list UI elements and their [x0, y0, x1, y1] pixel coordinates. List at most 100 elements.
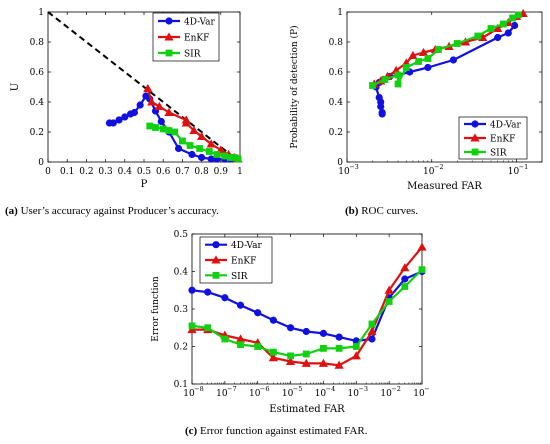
data-point-enkf: [143, 83, 153, 92]
legend-label: 4D-Var: [490, 121, 522, 131]
data-point-4d-var: [121, 113, 129, 121]
x-tick-label: 0: [45, 167, 51, 177]
legend-label: 4D-Var: [231, 241, 263, 251]
x-axis-label: Estimated FAR: [269, 404, 345, 415]
x-tick-label: 10: [423, 167, 435, 177]
data-point-sir: [221, 152, 229, 160]
x-tick-label: 10: [348, 389, 360, 399]
data-point-enkf: [189, 125, 199, 134]
data-point-sir: [165, 127, 173, 134]
x-tick-label: 0.2: [79, 167, 93, 177]
data-point-4d-var: [378, 108, 386, 117]
data-point-4d-var: [188, 286, 196, 294]
y-tick-label: 0: [337, 158, 343, 168]
data-point-4d-var: [115, 116, 123, 124]
data-point-sir: [474, 32, 482, 40]
caption-b-tag: (b): [345, 205, 359, 217]
x-tick-exponent: −1: [519, 163, 529, 171]
data-point-4d-var: [109, 119, 117, 127]
data-point-sir: [401, 283, 409, 290]
caption-b-text: ROC curves.: [361, 205, 419, 217]
caption-c-text: Error function against estimated FAR.: [199, 425, 368, 437]
data-point-4d-var: [375, 93, 383, 102]
data-point-enkf: [164, 107, 174, 116]
data-point-enkf: [351, 351, 361, 360]
x-tick-label: 10: [282, 389, 294, 399]
data-point-4d-var: [449, 56, 457, 64]
data-point-sir: [302, 350, 310, 358]
y-axis-label: Probability of detection (P): [289, 25, 300, 148]
data-point-sir: [230, 154, 238, 161]
data-point-4d-var: [504, 29, 512, 37]
x-tick-label: 10: [315, 389, 327, 399]
data-point-sir: [394, 80, 402, 88]
data-point-4d-var: [494, 33, 502, 42]
data-point-4d-var: [254, 309, 262, 317]
y-tick-label: 0.3: [174, 305, 189, 315]
data-point-enkf: [268, 353, 278, 362]
x-tick-label: 10: [413, 389, 425, 399]
x-tick-label: 0.3: [98, 167, 113, 177]
legend-marker: [212, 271, 220, 279]
data-point-sir: [146, 122, 154, 130]
x-tick-label: 10: [183, 389, 195, 399]
data-point-sir: [514, 11, 522, 19]
data-point-sir: [369, 82, 376, 89]
data-point-sir: [287, 352, 294, 360]
data-point-4d-var: [188, 150, 196, 159]
data-point-sir: [394, 71, 402, 79]
data-point-sir: [179, 137, 186, 145]
data-point-sir: [335, 344, 343, 352]
y-tick-label: 0.2: [329, 128, 343, 138]
x-tick-label: 0.4: [118, 167, 133, 177]
legend-marker: [470, 133, 480, 142]
x-tick-exponent: −1: [424, 385, 430, 393]
legend-marker: [165, 49, 173, 57]
data-point-sir: [152, 124, 159, 131]
x-axis-label: Measured FAR: [407, 181, 482, 192]
y-tick-label: 0.8: [30, 38, 45, 48]
data-point-sir: [418, 266, 426, 274]
series-sir: [188, 266, 426, 360]
data-point-enkf: [418, 47, 429, 56]
data-point-enkf: [181, 118, 191, 127]
legend-label: EnKF: [231, 257, 256, 267]
x-tick-label: 10: [216, 389, 228, 399]
data-point-sir: [269, 348, 277, 356]
y-tick-label: 0.6: [329, 68, 344, 78]
x-tick-exponent: −2: [391, 385, 401, 393]
data-point-4d-var: [401, 275, 409, 283]
chart-c: 10−810−710−610−510−410−310−210−10.10.20.…: [151, 230, 430, 415]
y-tick-label: 0.1: [174, 380, 188, 390]
legend-label: SIR: [490, 149, 507, 159]
x-tick-label: 10: [508, 167, 520, 177]
legend-label: SIR: [231, 272, 248, 282]
data-point-4d-var: [511, 21, 519, 30]
data-point-4d-var: [269, 316, 277, 324]
data-point-enkf: [301, 358, 311, 367]
legend-marker: [164, 32, 174, 41]
data-point-enkf: [367, 326, 377, 335]
y-axis-label: U: [10, 83, 21, 91]
caption-c: (c) Error function against estimated FAR…: [185, 425, 367, 437]
data-point-sir: [221, 335, 229, 343]
data-point-4d-var: [286, 324, 295, 332]
data-point-sir: [204, 324, 212, 332]
plot-frame: [346, 11, 543, 163]
data-point-enkf: [154, 101, 164, 110]
data-point-sir: [453, 40, 461, 47]
data-point-4d-var: [319, 329, 328, 337]
data-point-4d-var: [207, 155, 215, 163]
y-tick-label: 0: [38, 158, 44, 168]
data-point-sir: [381, 76, 389, 83]
series-sir: [369, 11, 522, 89]
y-tick-label: 0.4: [30, 98, 45, 108]
data-point-sir: [196, 145, 204, 152]
legend-marker: [471, 148, 479, 156]
data-point-4d-var: [204, 288, 212, 296]
y-tick-label: 0.4: [174, 268, 189, 278]
y-tick-label: 0.4: [329, 98, 344, 108]
data-point-4d-var: [236, 301, 245, 309]
x-tick-label: 10: [380, 389, 392, 399]
data-point-sir: [205, 148, 213, 155]
